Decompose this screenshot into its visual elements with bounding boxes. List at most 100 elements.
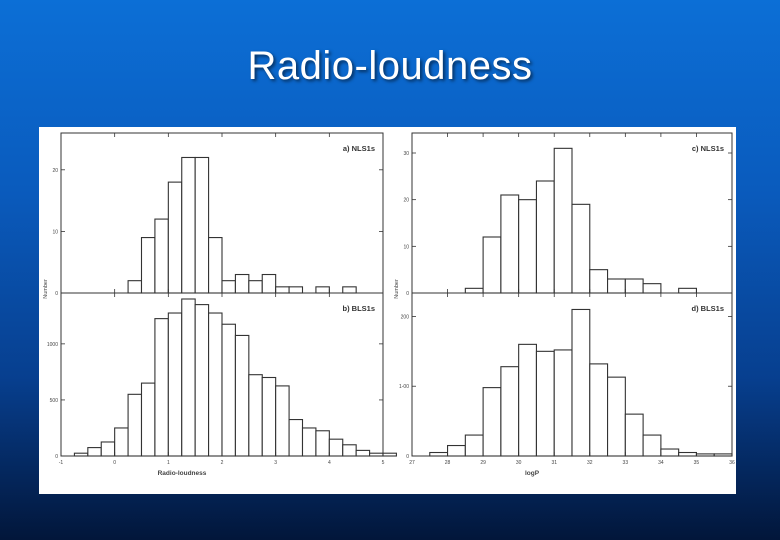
y-tick-label-2-3: 30 xyxy=(403,151,409,157)
bar-0-7 xyxy=(195,157,208,293)
bar-2-3 xyxy=(519,200,537,293)
bar-1-7 xyxy=(168,313,181,456)
bar-1-3 xyxy=(115,428,128,456)
bar-3-8 xyxy=(572,309,590,456)
x-tick-label-1-6: 5 xyxy=(382,460,385,466)
bar-0-4 xyxy=(155,219,168,293)
bar-0-11 xyxy=(249,281,262,293)
bar-1-5 xyxy=(142,383,155,456)
bar-1-9 xyxy=(195,305,208,456)
x-axis-label-1: Radio-loudness xyxy=(158,470,207,477)
x-tick-label-3-5: 32 xyxy=(587,460,593,466)
y-tick-label-0-2: 20 xyxy=(52,168,58,174)
bar-1-10 xyxy=(209,313,222,456)
x-tick-label-3-1: 28 xyxy=(445,460,451,466)
y-tick-label-3-2: 200 xyxy=(401,314,410,320)
bar-1-6 xyxy=(155,319,168,456)
bar-0-8 xyxy=(209,238,222,293)
bar-2-8 xyxy=(608,279,626,293)
panel-label-2: c) NLS1s xyxy=(692,144,724,153)
bar-2-4 xyxy=(536,181,554,293)
bar-3-3 xyxy=(483,388,501,456)
x-tick-label-1-3: 2 xyxy=(221,460,224,466)
bar-2-9 xyxy=(625,279,643,293)
bar-3-4 xyxy=(501,367,519,456)
x-tick-label-1-1: 0 xyxy=(113,460,116,466)
bar-1-12 xyxy=(235,335,248,456)
panel-label-0: a) NLS1s xyxy=(343,144,375,153)
bar-3-13 xyxy=(661,449,679,456)
x-tick-label-3-6: 33 xyxy=(623,460,629,466)
x-tick-label-3-8: 35 xyxy=(694,460,700,466)
bar-1-17 xyxy=(303,428,316,456)
bar-1-16 xyxy=(289,420,302,456)
bar-3-14 xyxy=(679,453,697,456)
bar-3-5 xyxy=(519,344,537,456)
y-tick-label-1-0: 0 xyxy=(55,454,58,460)
bar-1-21 xyxy=(356,450,369,456)
bar-1-8 xyxy=(182,299,195,456)
bar-1-1 xyxy=(88,448,101,456)
bar-2-12 xyxy=(679,288,697,293)
bar-3-11 xyxy=(625,414,643,456)
bar-3-7 xyxy=(554,350,572,456)
bar-0-10 xyxy=(235,275,248,293)
slide-title: Radio-loudness xyxy=(0,44,780,89)
y-axis-label-2: Number xyxy=(394,279,400,299)
x-tick-label-1-5: 4 xyxy=(328,460,331,466)
histogram-figure: 01020a) NLS1sNumber05001000-1012345b) BL… xyxy=(39,127,736,494)
bar-3-1 xyxy=(448,446,466,456)
bar-1-4 xyxy=(128,394,141,456)
bar-3-2 xyxy=(465,435,483,456)
y-tick-label-3-1: 1-00 xyxy=(399,384,409,390)
bar-1-23 xyxy=(383,453,396,456)
y-tick-label-2-2: 20 xyxy=(403,198,409,204)
x-tick-label-1-0: -1 xyxy=(59,460,64,466)
bar-0-9 xyxy=(222,281,235,293)
y-axis-label-0: Number xyxy=(43,279,49,299)
bar-0-5 xyxy=(168,182,181,293)
y-tick-label-1-2: 1000 xyxy=(47,342,58,348)
x-tick-label-3-7: 34 xyxy=(658,460,664,466)
bar-3-9 xyxy=(590,364,608,456)
bar-2-1 xyxy=(483,237,501,293)
bar-3-12 xyxy=(643,435,661,456)
y-tick-label-1-1: 500 xyxy=(50,398,59,404)
bar-0-14 xyxy=(289,287,302,293)
bar-1-15 xyxy=(276,386,289,456)
x-tick-label-3-4: 31 xyxy=(551,460,557,466)
bar-1-19 xyxy=(329,439,342,456)
y-tick-label-0-0: 0 xyxy=(55,291,58,297)
y-tick-label-2-1: 10 xyxy=(403,244,409,250)
y-tick-label-0-1: 10 xyxy=(52,229,58,235)
bar-2-2 xyxy=(501,195,519,293)
bar-1-18 xyxy=(316,431,329,456)
panel-label-1: b) BLS1s xyxy=(342,304,375,313)
bar-0-6 xyxy=(182,157,195,293)
panel-label-3: d) BLS1s xyxy=(691,304,724,313)
bar-3-0 xyxy=(430,453,448,456)
bar-0-2 xyxy=(128,281,141,293)
bar-0-3 xyxy=(142,238,155,293)
bar-2-5 xyxy=(554,148,572,293)
bar-2-6 xyxy=(572,204,590,293)
bar-1-2 xyxy=(101,442,114,456)
x-tick-label-1-4: 3 xyxy=(274,460,277,466)
bar-1-14 xyxy=(262,378,275,457)
x-axis-label-3: logP xyxy=(525,470,540,477)
bar-3-6 xyxy=(536,351,554,456)
x-tick-label-3-0: 27 xyxy=(409,460,415,466)
bar-2-10 xyxy=(643,284,661,293)
histogram-svg: 01020a) NLS1sNumber05001000-1012345b) BL… xyxy=(39,127,736,494)
bar-0-16 xyxy=(316,287,329,293)
bar-1-20 xyxy=(343,445,356,456)
bar-1-11 xyxy=(222,324,235,456)
x-tick-label-3-3: 30 xyxy=(516,460,522,466)
x-tick-label-1-2: 1 xyxy=(167,460,170,466)
x-tick-label-3-2: 29 xyxy=(480,460,486,466)
bar-0-12 xyxy=(262,275,275,293)
bar-0-13 xyxy=(276,287,289,293)
bar-2-7 xyxy=(590,270,608,293)
bar-1-13 xyxy=(249,375,262,456)
y-tick-label-2-0: 0 xyxy=(406,291,409,297)
